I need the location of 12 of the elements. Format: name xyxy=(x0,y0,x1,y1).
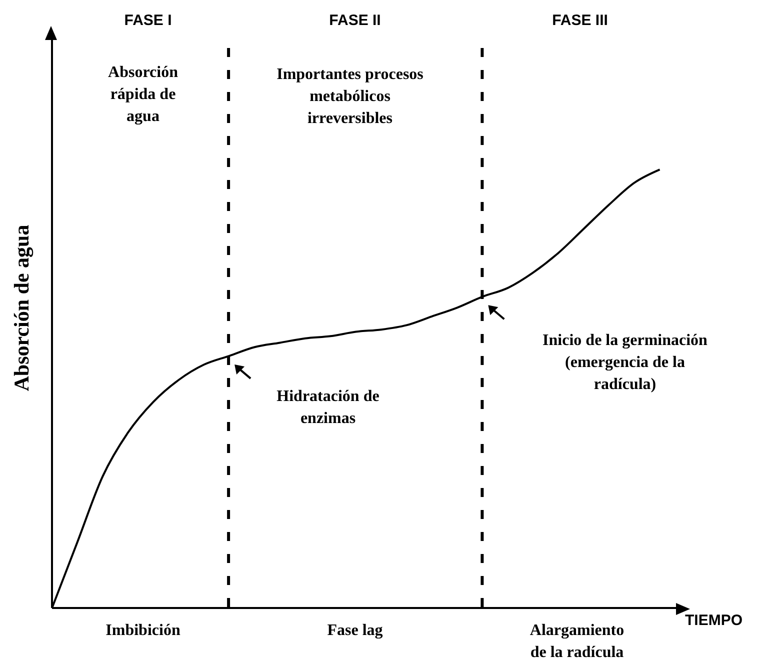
text: Absorción rápida de agua xyxy=(107,63,179,127)
annotation: Inicio de la germinación (emergencia de la radícula) xyxy=(542,331,708,395)
text: Imbibición xyxy=(104,621,182,641)
text: Alargamiento de la radícula xyxy=(528,621,626,660)
text: FASE III xyxy=(551,11,609,31)
text: FASE I xyxy=(123,11,173,31)
annotation: Hidratación de enzimas xyxy=(276,387,380,429)
y-axis-title: Absorción de agua xyxy=(10,224,34,392)
text: Importantes procesos metabólicos irreversibles xyxy=(276,65,424,129)
text: FASE II xyxy=(328,11,382,31)
text: Fase lag xyxy=(326,621,384,641)
x-axis-title: TIEMPO xyxy=(685,612,743,629)
